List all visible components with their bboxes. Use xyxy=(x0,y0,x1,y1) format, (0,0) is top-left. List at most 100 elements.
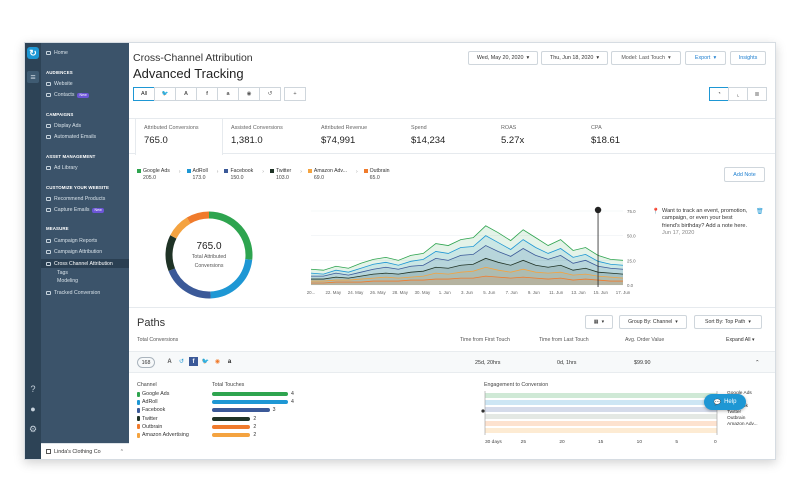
y-tick-label: 75.0 xyxy=(627,209,636,214)
engagement-timeline xyxy=(481,391,718,435)
start-date-picker[interactable]: Wed, May 20, 2020 ▾ xyxy=(468,51,538,65)
add-channel-button[interactable]: + xyxy=(284,87,306,101)
section-divider xyxy=(129,307,775,308)
sidebar-item-cross-channel-attribution[interactable]: Cross Channel Attribution xyxy=(46,261,113,267)
model-select[interactable]: Model: Last Touch ▾ xyxy=(611,51,681,65)
sidebar-item-campaign-reports[interactable]: Campaign Reports xyxy=(46,238,97,244)
channel-dot xyxy=(137,407,140,413)
x-tick-label: 13. Jun xyxy=(571,290,586,295)
end-date-picker[interactable]: Thu, Jun 18, 2020 ▾ xyxy=(541,51,608,65)
legend-item-adroll[interactable]: AdRoll 173.0 xyxy=(186,168,208,181)
sidebar-subitem-modeling[interactable]: Modeling xyxy=(57,278,79,284)
insights-button[interactable]: Insights xyxy=(730,51,766,65)
col-time-last-touch: Time from Last Touch xyxy=(539,337,589,343)
path-row[interactable]: 168 A ↺ f 🐦 ◉ a 25d, 20hrs 0d, 1hrs $99.… xyxy=(129,351,775,373)
tab-adroll[interactable]: A xyxy=(175,87,197,101)
expand-all-button[interactable]: Expand All ▾ xyxy=(726,337,755,343)
note-tooltip: 📍 Want to track an event, promotion, cam… xyxy=(652,208,748,237)
legend-item-twitter[interactable]: Twitter 103.0 xyxy=(269,168,291,181)
sidebar-item-home[interactable]: Home xyxy=(46,50,68,56)
time-last-touch-value: 0d, 1hrs xyxy=(557,360,577,366)
channel-dot xyxy=(137,432,140,438)
metric-attributed-revenue[interactable]: Attributed Revenue $74,991 xyxy=(321,125,368,146)
sidebar-item-ad-library[interactable]: Ad Library xyxy=(46,165,78,171)
engagement-axis-label: 30 days xyxy=(485,440,502,445)
store-icon xyxy=(46,449,51,454)
sidebar-subitem-tags[interactable]: Tags xyxy=(57,270,68,276)
engagement-band xyxy=(485,400,717,405)
sidebar: Home AUDIENCES Website Contacts New CAMPA… xyxy=(41,43,129,459)
sidebar-item-capture-emails[interactable]: Capture Emails New xyxy=(46,207,104,213)
metric-attributed-conversions[interactable]: Attributed Conversions 765.0 xyxy=(135,119,223,155)
legend-item-facebook[interactable]: Facebook 150.0 xyxy=(224,168,253,181)
map-pin-icon: 📍 xyxy=(652,209,660,215)
menu-icon[interactable]: ≡ xyxy=(27,71,39,83)
x-tick-label: 30. May xyxy=(415,290,431,295)
sidebar-item-campaign-attribution[interactable]: Campaign Attribution xyxy=(46,249,102,255)
export-button[interactable]: Export ▾ xyxy=(685,51,726,65)
series-line xyxy=(311,257,624,280)
table-icon: ≣ xyxy=(754,91,760,98)
legend-swatch xyxy=(363,169,368,173)
sidebar-item-tracked-conversion[interactable]: Tracked Conversion xyxy=(46,290,100,296)
engagement-band xyxy=(485,428,717,433)
website-icon xyxy=(46,82,51,86)
series-line xyxy=(311,245,624,277)
trash-icon[interactable]: 🗑 xyxy=(756,209,764,215)
tab-facebook[interactable]: f xyxy=(196,87,218,101)
x-tick-label: 11. Jun xyxy=(549,290,564,295)
sidebar-item-website[interactable]: Website xyxy=(46,81,73,87)
settings-gear-icon[interactable]: ⚙ xyxy=(28,424,38,434)
user-icon xyxy=(481,409,485,413)
table-view-toggle[interactable]: ≣ xyxy=(747,87,767,101)
legend-swatch xyxy=(224,169,229,173)
add-note-button[interactable]: Add Note xyxy=(724,167,765,182)
legend-item-google-ads[interactable]: Google Ads 205.0 xyxy=(137,168,170,181)
account-switcher[interactable]: Linda's Clothing Co ⌃ xyxy=(41,443,129,459)
touch-bar xyxy=(212,408,270,413)
new-badge: New xyxy=(92,207,104,213)
tab-other[interactable]: ↺ xyxy=(259,87,281,101)
x-tick-label: 7. Jun xyxy=(506,290,519,295)
metric-assisted-conversions[interactable]: Assisted Conversions 1,381.0 xyxy=(231,125,283,146)
line-view-toggle[interactable]: ⌞ xyxy=(728,87,748,101)
metric-spend[interactable]: Spend $14,234 xyxy=(411,125,446,146)
notification-icon[interactable]: ● xyxy=(30,404,36,414)
tab-outbrain[interactable]: ◉ xyxy=(238,87,260,101)
help-button[interactable]: 💬 Help xyxy=(704,394,746,410)
tab-amazon[interactable]: a xyxy=(217,87,239,101)
series-line xyxy=(310,225,624,271)
products-icon xyxy=(46,197,51,201)
x-tick-label: 20... xyxy=(307,290,316,295)
sidebar-item-recommend-products[interactable]: Recommend Products xyxy=(46,196,105,202)
group-by-select[interactable]: Group By: Channel ▾ xyxy=(619,315,687,329)
metric-roas[interactable]: ROAS 5.27x xyxy=(501,125,525,146)
sidebar-item-contacts[interactable]: Contacts New xyxy=(46,92,89,98)
chevron-up-icon[interactable]: ⌃ xyxy=(755,360,760,366)
pie-view-toggle[interactable]: ◔ xyxy=(709,87,729,101)
channel-name: Amazon Advertising xyxy=(142,432,189,438)
sidebar-item-automated-emails[interactable]: Automated Emails xyxy=(46,134,96,140)
pie-chart-icon: ◔ xyxy=(717,91,721,97)
sidebar-item-display-ads[interactable]: Display Ads xyxy=(46,123,81,129)
engagement-axis-label: 0 xyxy=(714,440,717,445)
metric-cpa[interactable]: CPA $18.61 xyxy=(591,125,621,146)
series-area xyxy=(311,225,623,285)
legend-item-outbrain[interactable]: Outbrain 65.0 xyxy=(363,168,390,181)
page-title: Cross-Channel Attribution xyxy=(133,52,253,64)
help-circle-icon[interactable]: ? xyxy=(30,384,36,394)
series-line xyxy=(311,275,623,284)
sort-by-select[interactable]: Sort By: Top Path ▾ xyxy=(694,315,762,329)
app-logo-icon[interactable]: ↻ xyxy=(27,47,39,59)
engagement-axis-label: 25 xyxy=(520,440,526,445)
loop-icon: ↺ xyxy=(178,359,185,365)
legend-item-amazon[interactable]: Amazon Adv... 69.0 xyxy=(307,168,347,181)
paths-title: Paths xyxy=(137,317,166,329)
paths-layout-select[interactable]: ▦ ▾ xyxy=(585,315,613,329)
tab-twitter[interactable]: 🐦 xyxy=(154,87,176,101)
time-first-touch-value: 25d, 20hrs xyxy=(475,360,501,366)
contacts-icon xyxy=(46,93,51,97)
tab-all[interactable]: All xyxy=(133,87,155,101)
refresh-loop-icon: ↺ xyxy=(267,91,273,97)
channel-row: Facebook xyxy=(137,407,165,413)
